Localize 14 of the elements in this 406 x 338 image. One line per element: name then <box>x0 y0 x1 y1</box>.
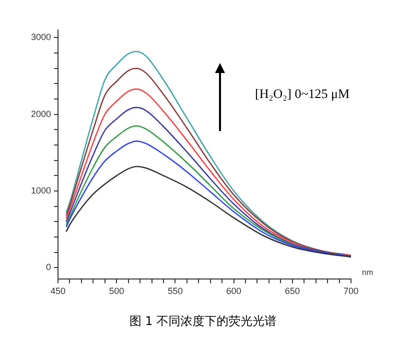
caption: 图 1 不同浓度下的荧光光谱 <box>128 313 278 330</box>
x-tick-label: 600 <box>226 286 242 296</box>
y-tick-label: 3000 <box>30 32 52 42</box>
annotation: [H₂O₂] 0~125 μM <box>255 86 350 102</box>
y-tick-label: 0 <box>46 262 52 272</box>
line-series <box>66 166 351 258</box>
x-tick-label: 650 <box>284 286 300 296</box>
y-tick-label: 2000 <box>30 108 52 119</box>
x-tick-label: 550 <box>168 286 183 296</box>
x-tick-label: 500 <box>109 286 124 296</box>
y-tick-label: 1000 <box>30 186 52 196</box>
x-tick-label: 700 <box>343 286 359 296</box>
x-tick-label: 450 <box>50 286 66 296</box>
x-axis-title: nm <box>362 268 374 277</box>
